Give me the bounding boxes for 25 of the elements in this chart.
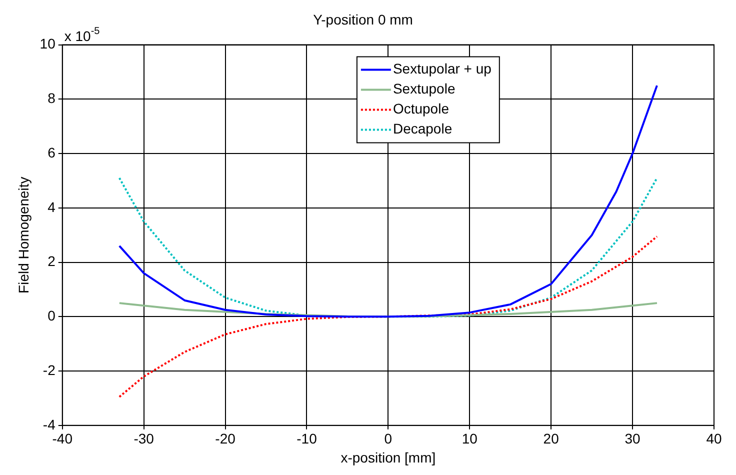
y-tick-label: 2 xyxy=(48,253,56,270)
legend-label: Decapole xyxy=(392,120,452,137)
legend-label: Sextupolar + up xyxy=(392,60,492,77)
y-tick-label: 4 xyxy=(48,198,56,215)
x-tick-label: 30 xyxy=(624,430,641,447)
x-tick-label: -40 xyxy=(52,430,73,447)
legend-label: Octupole xyxy=(392,100,450,117)
y-tick-label: -4 xyxy=(42,416,56,432)
x-tick-label: 0 xyxy=(384,430,392,447)
y-tick-label: 6 xyxy=(48,144,56,160)
y-tick-label: -2 xyxy=(42,362,56,378)
y-axis-title: Field Homogeneity xyxy=(15,176,32,294)
x-tick-label: -10 xyxy=(296,430,318,447)
x-tick-label: 40 xyxy=(706,430,722,447)
line-series xyxy=(118,235,658,398)
x-tick-label: -30 xyxy=(134,430,154,447)
chart-title: Y-position 0 mm xyxy=(313,11,413,28)
y-tick-label: 0 xyxy=(48,308,56,324)
x-tick-label: 10 xyxy=(462,430,478,447)
legend-label: Sextupole xyxy=(392,80,456,97)
x-tick-label: 20 xyxy=(543,430,560,447)
x-tick-label: -20 xyxy=(215,430,236,447)
y-tick-label: 10 xyxy=(40,36,56,52)
x-axis-title: x-position [mm] xyxy=(340,449,436,466)
y-tick-label: 8 xyxy=(48,90,56,106)
